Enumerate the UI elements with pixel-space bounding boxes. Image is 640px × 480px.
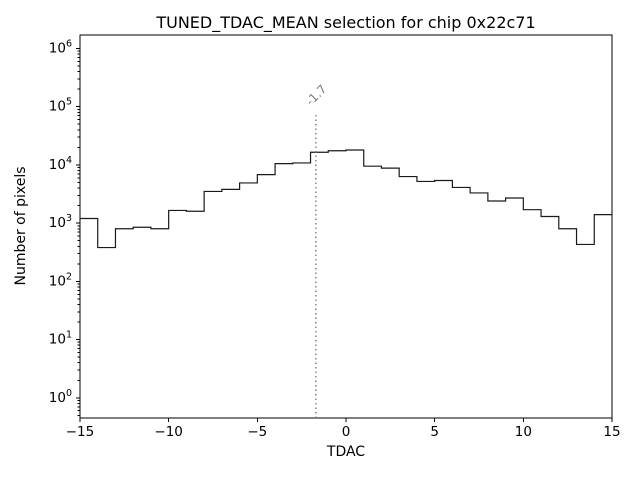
mean-annotation: -1.7 <box>303 82 329 108</box>
y-tick-label: 102 <box>49 271 72 289</box>
x-tick-labels: −15 −10 −5 0 5 10 15 <box>66 424 621 440</box>
y-tick-label: 106 <box>49 38 72 56</box>
histogram-step-line <box>80 149 612 249</box>
plot-border <box>79 34 613 419</box>
x-tick-label: 15 <box>603 424 620 440</box>
x-axis-label: TDAC <box>326 444 366 460</box>
y-tick-label: 101 <box>49 330 72 348</box>
y-tick-label: 105 <box>49 97 72 115</box>
x-tick-label: −15 <box>66 424 95 440</box>
x-tick-label: −10 <box>154 424 183 440</box>
y-tick-label: 103 <box>49 213 72 231</box>
axes-frame <box>79 34 613 419</box>
x-tick-label: 5 <box>430 424 439 440</box>
y-tick-label: 100 <box>49 388 72 406</box>
y-tick-labels: 100 101 102 103 104 105 106 <box>49 38 72 405</box>
axis-ticks <box>76 47 613 422</box>
x-tick-label: 10 <box>515 424 532 440</box>
y-tick-label: 104 <box>49 155 72 173</box>
x-tick-label: −5 <box>247 424 267 440</box>
x-tick-label: 0 <box>342 424 351 440</box>
chart-title: TUNED_TDAC_MEAN selection for chip 0x22c… <box>156 13 536 32</box>
